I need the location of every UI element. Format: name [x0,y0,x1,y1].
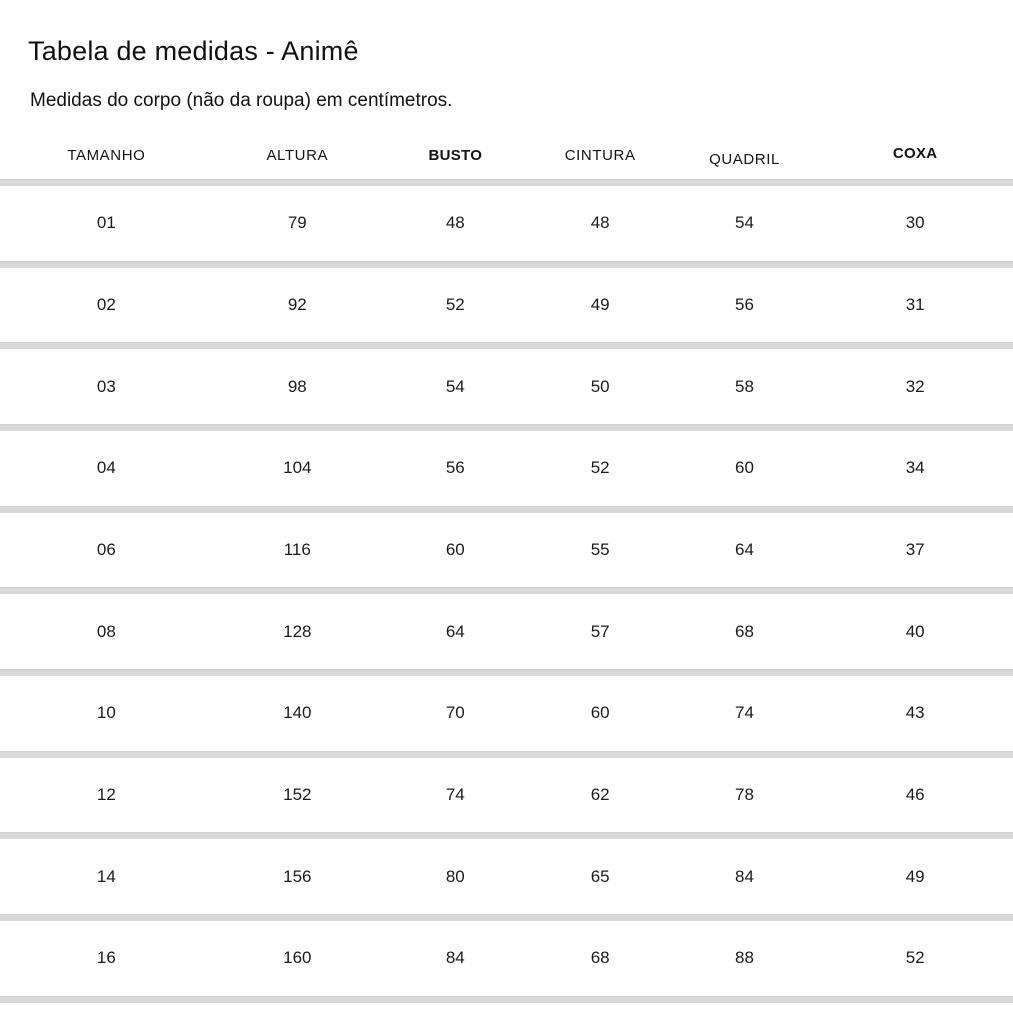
cell-tamanho: 16 [96,948,116,968]
cell-altura: 116 [283,540,311,560]
cell-cintura: 68 [590,948,610,968]
cell-altura: 160 [283,948,312,968]
cell-coxa: 32 [905,376,925,396]
cell-busto: 60 [445,540,465,560]
cell-cintura: 49 [590,294,610,314]
cell-cintura: 55 [590,540,610,560]
table-row: 04 104 56 52 60 34 [0,431,1013,506]
table-row: 03 98 54 50 58 32 [0,349,1013,424]
table-row: 12 152 74 62 78 46 [0,758,1013,833]
cell-cintura: 57 [590,621,610,641]
cell-altura: 104 [283,458,312,478]
cell-quadril: 60 [735,458,754,478]
table-row: 06 116 60 55 64 37 [0,513,1013,588]
cell-tamanho: 02 [96,294,116,314]
cell-tamanho: 14 [96,866,116,886]
cell-busto: 52 [445,294,465,314]
cell-coxa: 43 [905,703,925,723]
table-row: 02 92 52 49 56 31 [0,268,1013,343]
cell-tamanho: 01 [96,213,116,233]
cell-busto: 48 [445,213,465,233]
row-divider [0,832,1013,840]
cell-quadril: 64 [735,540,754,560]
cell-tamanho: 08 [96,621,116,641]
cell-altura: 79 [287,213,307,233]
size-table: TAMANHO ALTURA BUSTO CINTURA QUADRIL COX… [0,132,1013,1003]
cell-quadril: 74 [735,703,754,723]
row-divider [0,669,1013,677]
cell-coxa: 34 [905,458,925,478]
col-header-tamanho: TAMANHO [67,146,146,164]
cell-cintura: 50 [590,376,610,396]
cell-tamanho: 03 [96,376,116,396]
cell-quadril: 78 [735,785,754,805]
col-header-quadril: QUADRIL [709,150,780,168]
cell-altura: 156 [283,866,312,886]
cell-busto: 56 [445,458,465,478]
table-row: 01 79 48 48 54 30 [0,186,1013,261]
cell-altura: 128 [283,621,312,641]
row-divider [0,424,1013,431]
row-divider [0,342,1013,350]
row-divider [0,587,1013,595]
cell-busto: 80 [445,866,465,886]
cell-quadril: 68 [735,621,754,641]
cell-busto: 54 [445,376,465,396]
cell-coxa: 40 [905,621,925,641]
row-divider [0,178,1013,186]
cell-altura: 152 [283,785,312,805]
row-divider [0,995,1013,1003]
cell-altura: 92 [287,294,307,314]
cell-cintura: 52 [590,458,610,478]
cell-altura: 140 [283,703,312,723]
cell-coxa: 52 [905,948,925,968]
table-header-row: TAMANHO ALTURA BUSTO CINTURA QUADRIL COX… [0,132,1013,179]
cell-altura: 98 [287,376,307,396]
cell-quadril: 84 [735,866,754,886]
row-divider [0,260,1013,268]
cell-coxa: 31 [905,294,925,314]
cell-coxa: 37 [905,540,925,560]
cell-quadril: 56 [735,294,754,314]
table-row: 08 128 64 57 68 40 [0,594,1013,669]
cell-cintura: 62 [590,785,610,805]
cell-quadril: 54 [735,213,754,233]
row-divider [0,914,1013,922]
page-subtitle: Medidas do corpo (não da roupa) em centí… [30,90,453,112]
table-row: 16 160 84 68 88 52 [0,921,1013,996]
cell-tamanho: 12 [96,785,116,805]
cell-cintura: 65 [590,866,610,886]
cell-busto: 70 [445,703,465,723]
cell-busto: 74 [445,785,465,805]
cell-tamanho: 04 [96,458,116,478]
cell-coxa: 49 [905,866,925,886]
col-header-cintura: CINTURA [564,146,636,164]
cell-quadril: 58 [735,376,754,396]
table-row: 10 140 70 60 74 43 [0,676,1013,751]
cell-cintura: 48 [590,213,610,233]
col-header-busto: BUSTO [428,146,483,164]
cell-coxa: 30 [905,213,925,233]
row-divider [0,505,1013,513]
page-title: Tabela de medidas - Animê [28,36,359,66]
row-divider [0,750,1013,758]
cell-cintura: 60 [590,703,610,723]
cell-tamanho: 06 [96,540,116,560]
cell-tamanho: 10 [96,703,116,723]
cell-coxa: 46 [905,785,925,805]
col-header-altura: ALTURA [266,146,329,164]
table-row: 14 156 80 65 84 49 [0,839,1013,914]
cell-quadril: 88 [735,948,754,968]
col-header-coxa: COXA [892,144,938,162]
cell-busto: 84 [445,948,465,968]
cell-busto: 64 [445,621,465,641]
